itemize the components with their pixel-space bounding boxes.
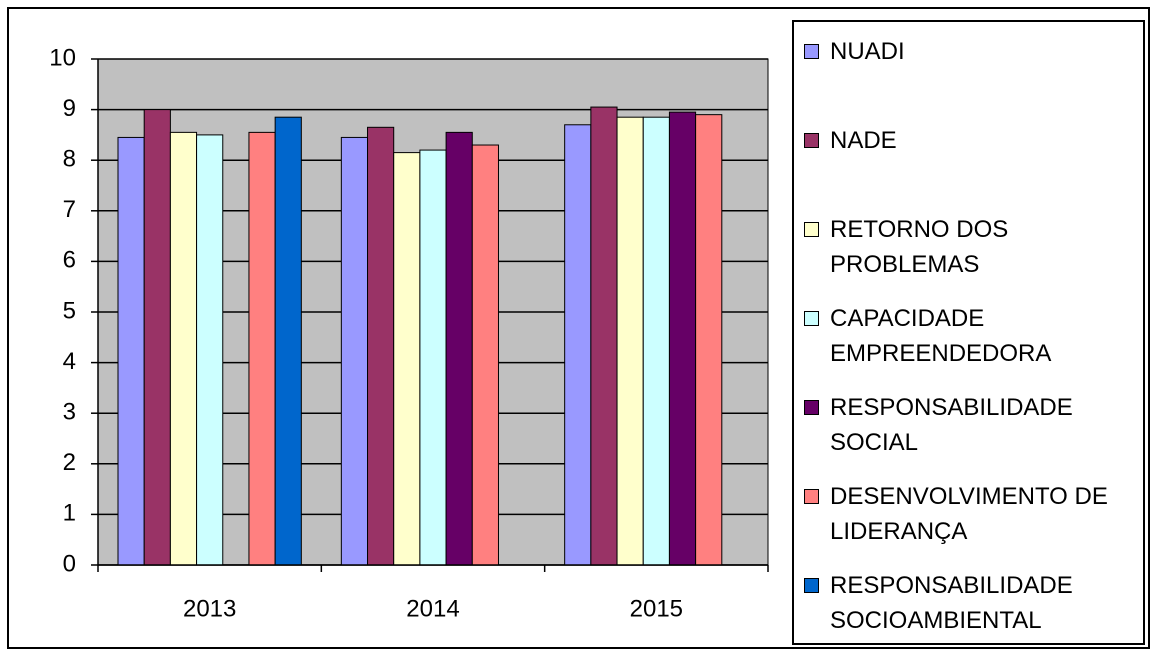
y-tick-label: 10 [49, 44, 76, 71]
y-tick-label: 6 [63, 247, 76, 274]
bar [616, 116, 644, 566]
bar [143, 109, 171, 566]
bar [367, 126, 395, 566]
bar [564, 124, 592, 566]
bar [340, 136, 369, 566]
legend-label: NADE [830, 127, 897, 154]
legend-swatch [804, 578, 819, 593]
legend-swatch [804, 133, 819, 148]
bar [590, 106, 618, 566]
y-tick-label: 0 [63, 550, 76, 577]
legend-swatch [804, 222, 819, 237]
bar [471, 144, 499, 566]
y-tick-label: 3 [63, 399, 76, 426]
y-tick-label: 2 [63, 449, 76, 476]
bar [695, 114, 723, 566]
bar [393, 152, 421, 566]
legend-label: DESENVOLVIMENTO DE LIDERANÇA [830, 483, 1108, 545]
bar [668, 111, 697, 566]
x-tick-label: 2014 [406, 595, 459, 622]
y-tick-label: 4 [63, 348, 76, 375]
bar [274, 116, 302, 566]
legend-label: RESPONSABILIDADE SOCIAL [830, 394, 1073, 456]
bar [117, 136, 145, 566]
legend-label: RETORNO DOS PROBLEMAS [830, 216, 1009, 278]
legend-swatch [804, 489, 819, 504]
bar [196, 134, 224, 566]
legend-label: CAPACIDADE EMPREENDEDORA [830, 305, 1052, 367]
bar [169, 131, 198, 566]
x-tick-label: 2013 [183, 595, 236, 622]
bar [419, 149, 447, 566]
legend-swatch [804, 44, 819, 59]
y-tick-label: 5 [63, 297, 76, 324]
legend-label: RESPONSABILIDADE SOCIOAMBIENTAL [830, 572, 1073, 634]
bar [642, 116, 670, 566]
bar [248, 131, 276, 566]
legend-swatch [804, 311, 819, 326]
y-tick-label: 9 [63, 95, 76, 122]
y-tick-label: 7 [63, 196, 76, 223]
legend: NUADI NADE RETORNO DOS PROBLEMAS CAPACIDADE… [792, 20, 1145, 645]
bar [445, 131, 473, 566]
y-tick-label: 1 [63, 500, 76, 527]
legend-swatch [804, 400, 819, 415]
legend-label: NUADI [830, 38, 905, 65]
x-tick-label: 2015 [630, 595, 683, 622]
y-tick-label: 8 [63, 146, 76, 173]
